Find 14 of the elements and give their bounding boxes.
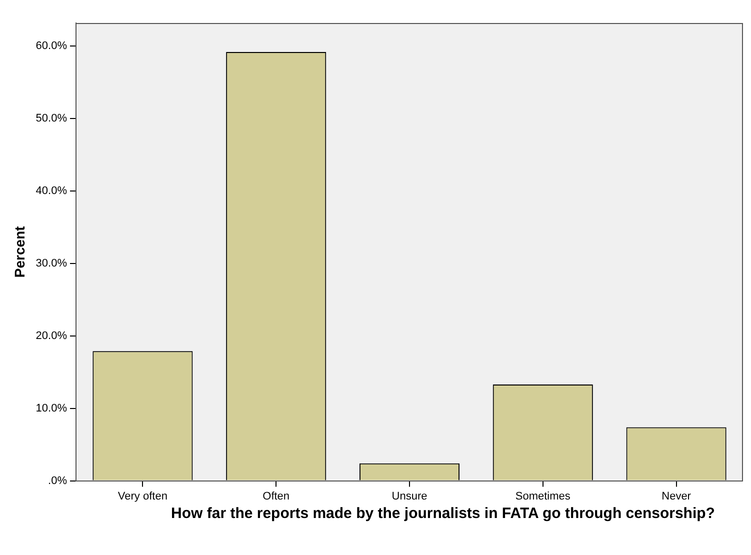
y-tick-label: 60.0% <box>36 40 68 52</box>
x-tick-label: Very often <box>118 490 168 502</box>
y-tick-label: 50.0% <box>36 112 68 125</box>
y-tick-label: 40.0% <box>36 185 68 198</box>
x-axis-title: How far the reports made by the journalists in FATA go through censorship? <box>170 505 716 522</box>
x-tick-label: Never <box>662 490 692 502</box>
x-tick-label: Unsure <box>392 490 428 502</box>
x-tick-label: Sometimes <box>515 490 571 502</box>
y-axis-title: Percent <box>11 226 28 278</box>
y-tick-label: 10.0% <box>36 402 68 414</box>
x-tick-label: Often <box>262 490 290 502</box>
y-tick-label: .0% <box>48 474 68 487</box>
y-tick-label: 20.0% <box>36 330 68 342</box>
y-tick-label: 30.0% <box>36 258 68 270</box>
